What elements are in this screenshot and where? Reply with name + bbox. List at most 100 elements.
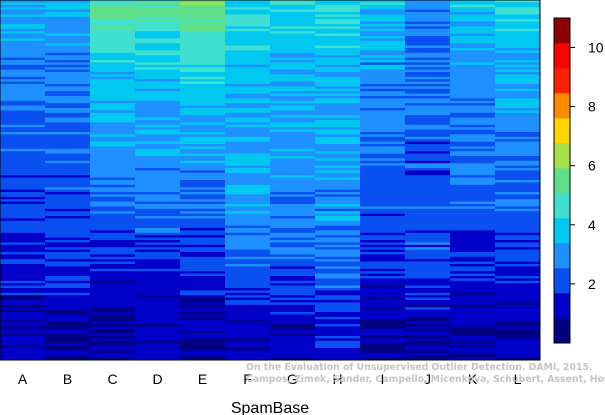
- heatmap-cell: [180, 278, 226, 282]
- heatmap-cell: [180, 266, 226, 270]
- heatmap-cell: [270, 247, 316, 250]
- heatmap-cell: [270, 4, 316, 8]
- heatmap-cell: [90, 273, 136, 277]
- heatmap-cell: [225, 170, 271, 174]
- heatmap-cell: [405, 264, 451, 267]
- heatmap-cell: [90, 132, 136, 135]
- heatmap-cell: [495, 204, 541, 207]
- heatmap-cell: [0, 218, 46, 222]
- heatmap-cell: [360, 232, 406, 236]
- heatmap-cell: [360, 86, 406, 90]
- heatmap-cell: [405, 278, 451, 282]
- heatmap-cell: [315, 192, 361, 195]
- heatmap-cell: [450, 156, 496, 159]
- heatmap-cell: [270, 206, 316, 210]
- heatmap-cell: [180, 321, 226, 325]
- heatmap-cell: [225, 79, 271, 82]
- heatmap-cell: [135, 69, 181, 73]
- heatmap-cell: [45, 76, 91, 80]
- heatmap-cell: [90, 307, 136, 310]
- heatmap-cell: [135, 247, 181, 250]
- heatmap-cell: [45, 357, 91, 361]
- heatmap-cell: [495, 276, 541, 279]
- heatmap-cell: [495, 307, 541, 310]
- heatmap-cell: [180, 199, 226, 202]
- heatmap-cell: [315, 264, 361, 267]
- heatmap-cell: [360, 84, 406, 87]
- heatmap-cell: [270, 67, 316, 70]
- heatmap-cell: [405, 141, 451, 145]
- heatmap-cell: [90, 9, 136, 13]
- heatmap-cell: [180, 19, 226, 22]
- heatmap-cell: [405, 307, 451, 310]
- heatmap-cell: [360, 273, 406, 277]
- heatmap-cell: [0, 98, 46, 102]
- heatmap-cell: [405, 50, 451, 54]
- heatmap-cell: [90, 146, 136, 150]
- heatmap-cell: [180, 153, 226, 157]
- heatmap-cell: [450, 189, 496, 193]
- heatmap-cell: [315, 232, 361, 236]
- heatmap-cell: [270, 108, 316, 111]
- heatmap-cell: [180, 180, 226, 183]
- heatmap-cell: [495, 240, 541, 243]
- heatmap-cell: [405, 153, 451, 157]
- heatmap-cell: [360, 0, 406, 3]
- heatmap-cell: [45, 146, 91, 150]
- heatmap-cell: [450, 28, 496, 32]
- heatmap-cell: [225, 264, 271, 267]
- heatmap-cell: [315, 129, 361, 133]
- heatmap-cell: [45, 105, 91, 109]
- heatmap-cell: [180, 244, 226, 248]
- heatmap-cell: [405, 72, 451, 75]
- heatmap-cell: [270, 103, 316, 106]
- heatmap-cell: [495, 86, 541, 90]
- heatmap-cell: [315, 170, 361, 174]
- heatmap-cell: [90, 235, 136, 238]
- heatmap-cell: [405, 24, 451, 27]
- heatmap-cell: [90, 62, 136, 66]
- heatmap-cell: [405, 309, 451, 313]
- heatmap-cell: [360, 326, 406, 330]
- heatmap-cell: [180, 247, 226, 250]
- heatmap-cell: [135, 328, 181, 332]
- heatmap-cell: [405, 194, 451, 198]
- heatmap-cell: [45, 57, 91, 61]
- heatmap-cell: [180, 187, 226, 190]
- heatmap-cell: [45, 182, 91, 186]
- heatmap-cell: [405, 350, 451, 354]
- heatmap-cell: [180, 96, 226, 99]
- heatmap-cell: [90, 16, 136, 20]
- heatmap-cell: [90, 340, 136, 344]
- heatmap-cell: [360, 55, 406, 58]
- heatmap-cell: [90, 220, 136, 224]
- heatmap-cell: [450, 199, 496, 202]
- heatmap-cell: [135, 333, 181, 337]
- heatmap-cell: [45, 40, 91, 44]
- heatmap-cell: [0, 194, 46, 198]
- heatmap-cell: [315, 300, 361, 303]
- heatmap-cell: [0, 244, 46, 248]
- heatmap-cell: [225, 146, 271, 150]
- heatmap-cell: [45, 170, 91, 174]
- heatmap-cell: [45, 266, 91, 270]
- x-tick-label: D: [152, 371, 162, 387]
- heatmap-cell: [90, 338, 136, 342]
- heatmap-cell: [225, 302, 271, 306]
- heatmap-cell: [90, 182, 136, 186]
- heatmap-cell: [45, 117, 91, 121]
- heatmap-cell: [270, 220, 316, 224]
- heatmap-cell: [90, 230, 136, 234]
- heatmap-cell: [405, 268, 451, 272]
- heatmap-cell: [135, 110, 181, 114]
- heatmap-cell: [450, 225, 496, 229]
- heatmap-cell: [495, 184, 541, 188]
- heatmap-cell: [225, 172, 271, 176]
- heatmap-cell: [135, 350, 181, 354]
- heatmap-cell: [45, 175, 91, 178]
- heatmap-cell: [90, 76, 136, 80]
- heatmap-cell: [90, 350, 136, 354]
- heatmap-cell: [135, 45, 181, 49]
- heatmap-cell: [450, 21, 496, 25]
- heatmap-cell: [45, 26, 91, 30]
